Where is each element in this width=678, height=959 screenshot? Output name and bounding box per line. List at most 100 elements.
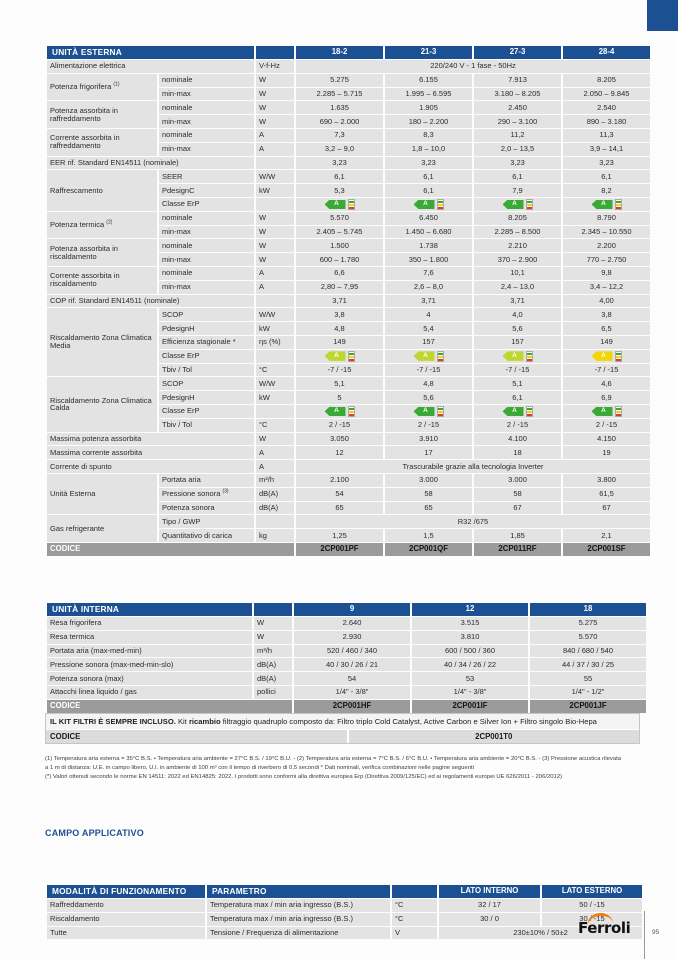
table-cell: -7 / -15: [296, 363, 383, 377]
table-cell: W: [256, 73, 294, 87]
table-row: EER rif. Standard EN14511 (nominale) 3,2…: [47, 156, 650, 170]
table-cell: Potenza termica (2): [47, 211, 157, 239]
table-cell: Classe ErP: [159, 197, 254, 211]
table-cell: 4,8: [385, 377, 472, 391]
table-cell: PdesignH: [159, 391, 254, 404]
table-cell: 4.150: [563, 432, 650, 446]
table-cell: [256, 197, 294, 211]
table-cell: Corrente assorbita in riscaldamento: [47, 266, 157, 294]
table-row: Resa frigorifera W 2.640 3.515 5.275: [47, 617, 646, 630]
table-cell: W: [256, 432, 294, 446]
table-cell: A: [385, 349, 472, 363]
table-row: Pressione sonora (max-med-min-slo) dB(A) 4…: [47, 658, 646, 672]
header-row: MODALITÀ DI FUNZIONAMENTO PARAMETRO LATO …: [47, 885, 642, 898]
table-cell: 2 / -15: [563, 418, 650, 432]
kit-filtri-rest: filtraggio quadruplo composto da: Filtro…: [220, 717, 597, 726]
table-cell: nominale: [159, 211, 254, 225]
footnote-line: a 1 m di distanza: U.E. in campo libero,…: [45, 764, 474, 771]
table-cell: A: [296, 404, 383, 418]
table-cell: 2CP001JF: [530, 699, 646, 713]
table-cell: W: [256, 211, 294, 225]
table-cell: 6,1: [563, 170, 650, 184]
column-header: MODALITÀ DI FUNZIONAMENTO: [47, 885, 205, 898]
table-cell: W/W: [256, 170, 294, 184]
column-header: 27-3: [474, 46, 561, 59]
table-cell: Potenza sonora: [159, 501, 254, 515]
energy-label-mini-icon: [614, 350, 622, 362]
energy-label-mini-icon: [436, 405, 444, 417]
table-cell: A: [256, 460, 294, 473]
table-cell: 30 / -15: [542, 912, 642, 926]
column-header: PARAMETRO: [207, 885, 390, 898]
energy-class-icon: A: [502, 405, 533, 417]
table-cell: Potenza assorbita in riscaldamento: [47, 239, 157, 266]
table-cell: dB(A): [256, 487, 294, 501]
table-cell: Trascurabile grazie alla tecnologia Inve…: [296, 460, 650, 473]
table-row: Tbiv / Tol °C -7 / -15 -7 / -15 -7 / -15 -7 /…: [47, 363, 650, 377]
energy-label-mini-icon: [614, 405, 622, 417]
table-cell: 2 / -15: [296, 418, 383, 432]
table-cell: 8.205: [474, 211, 561, 225]
energy-label-mini-icon: [436, 350, 444, 362]
energy-class-arrow-icon: A: [502, 406, 524, 417]
table-row: Quantitativo di carica kg 1,25 1,5 1,85 2,1: [47, 529, 650, 542]
table-cell: 157: [474, 335, 561, 349]
table-cell: Riscaldamento: [47, 912, 205, 926]
kit-filtri-bold: IL KIT FILTRI È SEMPRE INCLUSO.: [50, 717, 176, 726]
table-cell: 3,23: [474, 156, 561, 170]
table-cell: Attacchi linea liquido / gas: [47, 685, 252, 699]
table-cell: 7.913: [474, 73, 561, 87]
table-cell: 2.540: [563, 101, 650, 115]
table-cell: Unità Esterna: [47, 473, 157, 515]
table-cell: 600 – 1.780: [296, 253, 383, 266]
table-cell: 690 – 2.000: [296, 115, 383, 128]
table-cell: 149: [563, 335, 650, 349]
unita-interna-section: UNITÀ INTERNA 9 12 18 Resa frigorifera W 2.6…: [45, 602, 646, 714]
kit-filtri-mid: Kit: [175, 717, 189, 726]
footnotes: (1) Temperatura aria esterna = 35°C B.S.…: [45, 755, 638, 782]
table-cell: 65: [296, 501, 383, 515]
table-cell: 50 / -15: [542, 899, 642, 912]
table-cell: 8.790: [563, 211, 650, 225]
energy-class-icon: A: [591, 405, 622, 417]
table-cell: 2 / -15: [474, 418, 561, 432]
table-cell: 5,3: [296, 184, 383, 197]
unita-interna-body: Resa frigorifera W 2.640 3.515 5.275 Resa ter…: [47, 617, 646, 713]
column-header: UNITÀ ESTERNA: [47, 46, 254, 59]
table-cell: Efficienza stagionale *: [159, 335, 254, 349]
table-row: Massima corrente assorbita A 12 17 18 19: [47, 446, 650, 460]
table-cell: 149: [296, 335, 383, 349]
kit-filtri-bold2: ricambio: [188, 717, 221, 726]
table-cell: Temperatura max / min aria ingresso (B.S…: [207, 912, 390, 926]
energy-class-arrow-icon: A: [324, 351, 346, 361]
column-header: 18: [530, 603, 646, 616]
table-cell: °C: [256, 363, 294, 377]
table-cell: Corrente di spunto: [47, 460, 254, 473]
table-cell: 2.100: [296, 473, 383, 487]
table-row: min-max W 600 – 1.780 350 – 1.800 370 – 2.90…: [47, 253, 650, 266]
table-cell: 2.200: [563, 239, 650, 253]
table-cell: pollici: [254, 685, 292, 699]
table-cell: 40 / 34 / 26 / 22: [412, 658, 528, 672]
table-cell: 3,71: [385, 294, 472, 308]
table-cell: Pressione sonora (3): [159, 487, 254, 501]
table-cell: Resa termica: [47, 630, 252, 644]
column-header: 21-3: [385, 46, 472, 59]
table-cell: dB(A): [254, 658, 292, 672]
table-row: min-max W 2.405 – 5.745 1.450 – 6.680 2.285 …: [47, 225, 650, 239]
table-cell: Portata aria (max-med-min): [47, 644, 252, 658]
table-cell: 55: [530, 672, 646, 685]
table-cell: 220/240 V - 1 fase - 50Hz: [296, 60, 650, 73]
table-cell: 157: [385, 335, 472, 349]
table-cell: 5.275: [530, 617, 646, 630]
table-row: Efficienza stagionale * ηs (%) 149 157 157 14…: [47, 335, 650, 349]
table-cell: 3,23: [385, 156, 472, 170]
table-row: min-max A 3,2 – 9,0 1,8 – 10,0 2,0 – 13,5 3,9…: [47, 142, 650, 156]
column-header: [392, 885, 437, 898]
table-cell: Massima potenza assorbita: [47, 432, 254, 446]
table-cell: 5,6: [474, 322, 561, 335]
campo-applicativo-section: MODALITÀ DI FUNZIONAMENTO PARAMETRO LATO …: [45, 884, 642, 940]
table-cell: A: [296, 349, 383, 363]
table-cell: SEER: [159, 170, 254, 184]
energy-class-icon: A: [324, 198, 355, 210]
